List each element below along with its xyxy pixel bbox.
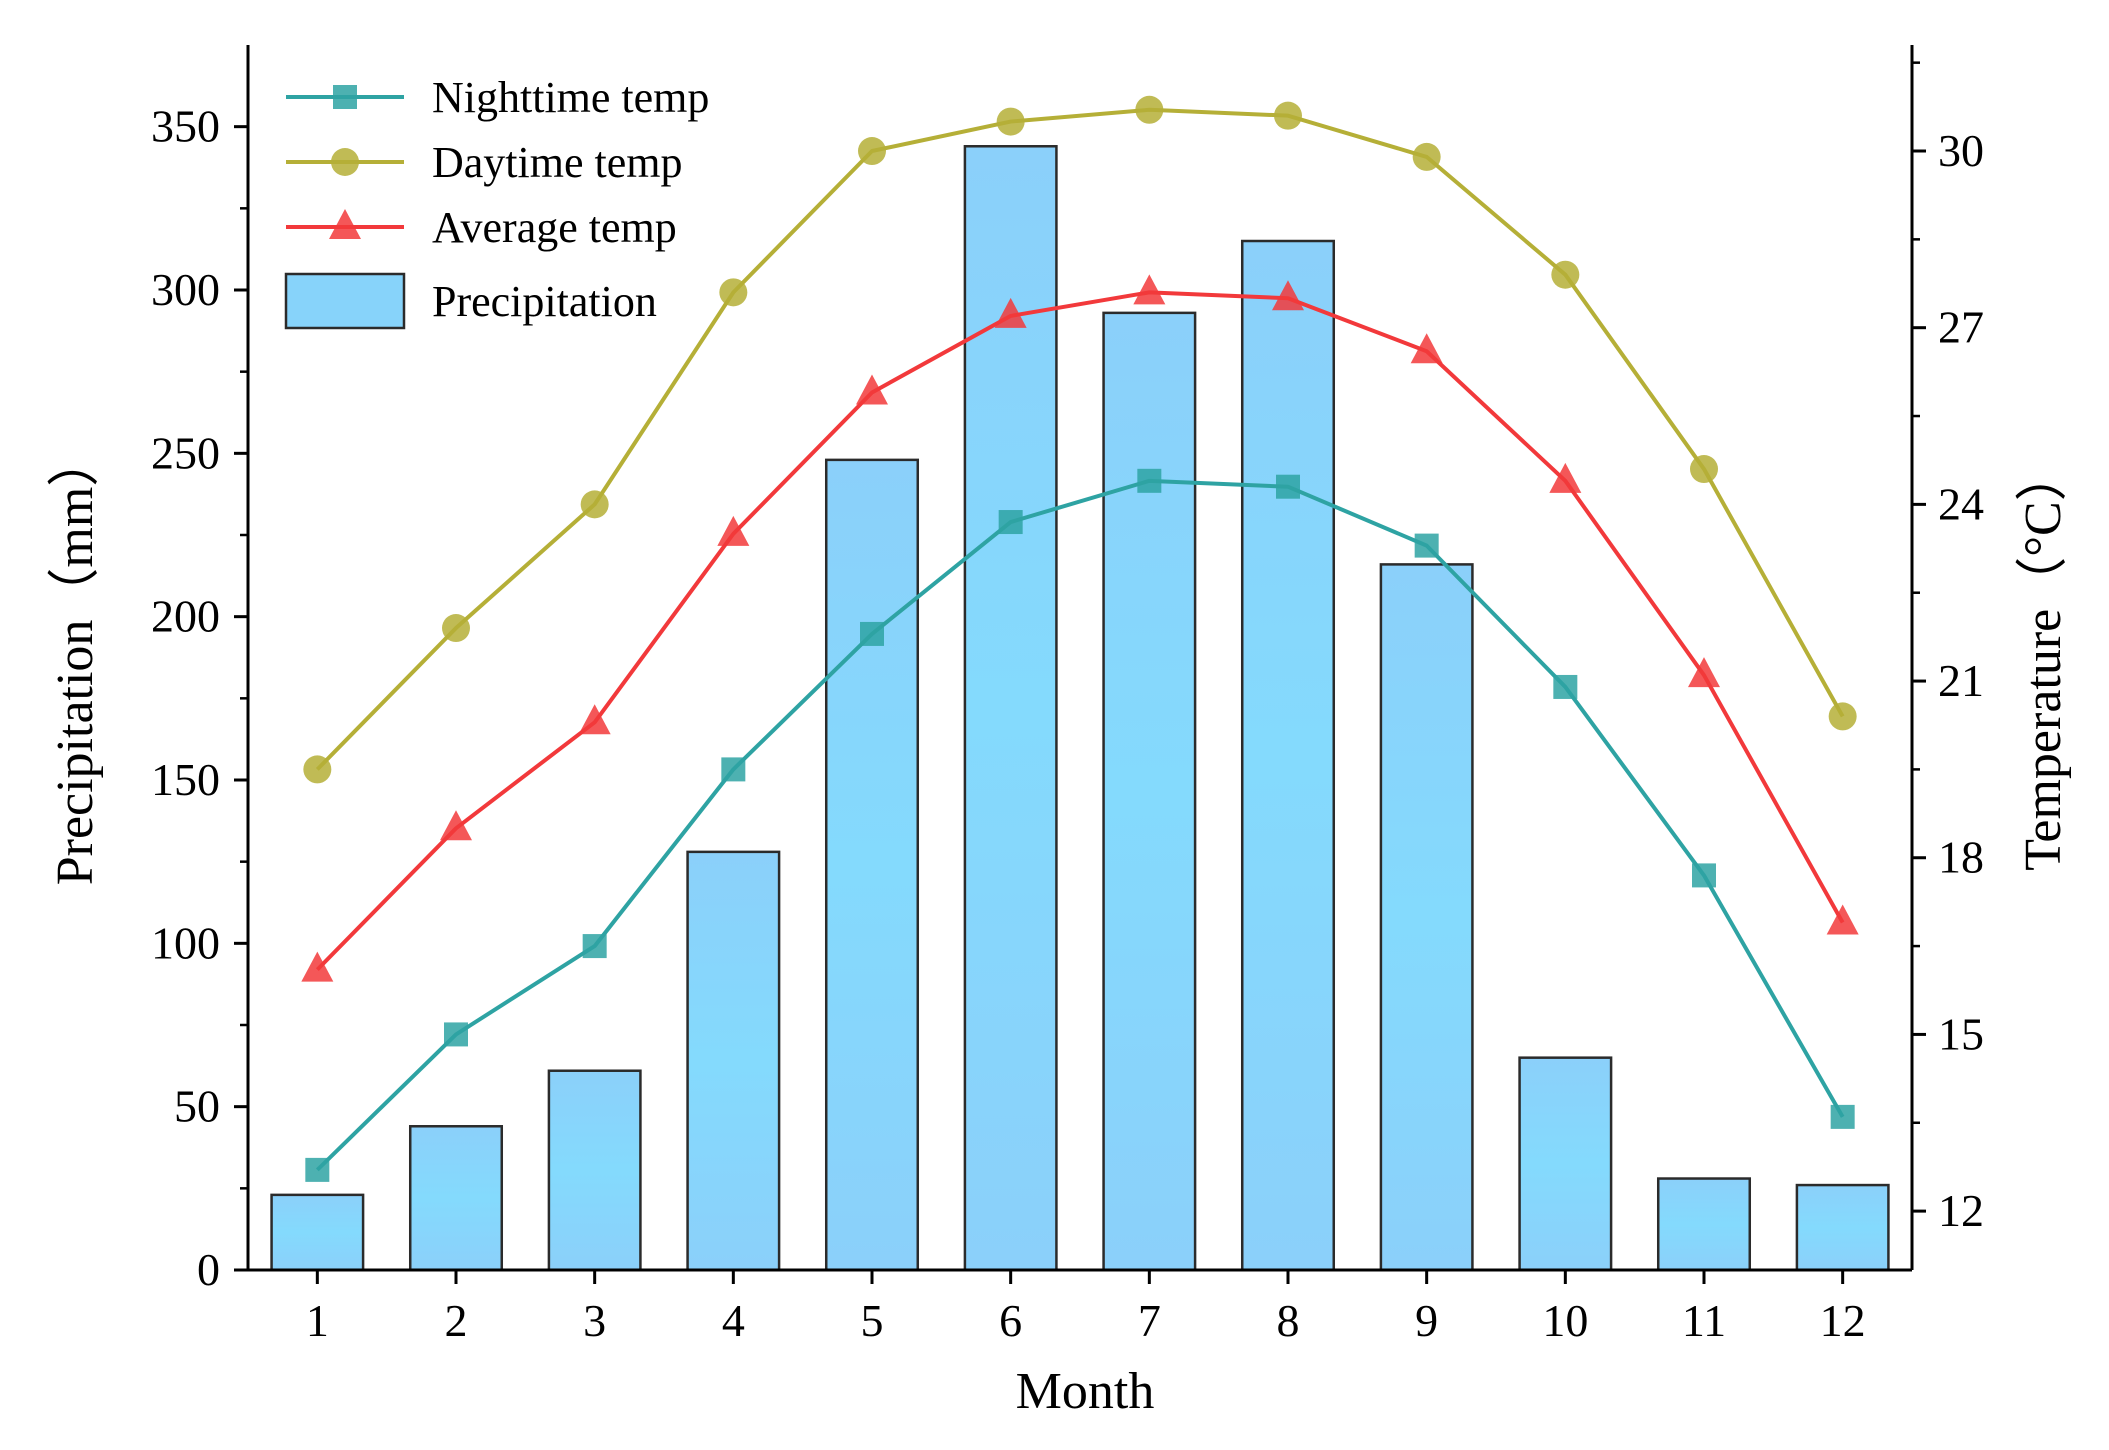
average-temp-point-6 bbox=[994, 297, 1027, 328]
x-axis-title: Month bbox=[1016, 1363, 1155, 1420]
precipitation-bar-10 bbox=[1518, 1056, 1613, 1272]
right-tick-label-18: 18 bbox=[1938, 832, 1984, 883]
nighttime-temp-point-4 bbox=[721, 757, 746, 782]
x-tick-label-11: 11 bbox=[1682, 1295, 1726, 1346]
daytime-temp-point-12 bbox=[1828, 702, 1857, 731]
precipitation-bar-7 bbox=[1102, 311, 1197, 1272]
average-temp-point-10 bbox=[1549, 462, 1582, 493]
right-y-axis-title: Temperature（°C） bbox=[2015, 449, 2072, 870]
nighttime-temp-point-10 bbox=[1553, 674, 1578, 699]
left-tick-label-150: 150 bbox=[151, 754, 220, 805]
left-tick-label-50: 50 bbox=[174, 1081, 220, 1132]
left-tick-label-200: 200 bbox=[151, 591, 220, 642]
precipitation-bar-8 bbox=[1240, 239, 1336, 1272]
x-tick-label-5: 5 bbox=[861, 1295, 884, 1346]
left-tick-label-350: 350 bbox=[151, 101, 220, 152]
daytime-temp-point-10 bbox=[1551, 260, 1580, 289]
nighttime-temp-point-9 bbox=[1414, 533, 1439, 558]
nighttime-temp-line bbox=[315, 478, 1845, 1172]
legend-precipitation-label: Precipitation bbox=[432, 277, 657, 326]
temperature-lines bbox=[301, 95, 1859, 1182]
x-tick-label-7: 7 bbox=[1138, 1295, 1161, 1346]
precipitation-bar-3 bbox=[547, 1069, 642, 1272]
average-temp-line bbox=[315, 290, 1845, 972]
nighttime-temp-point-7 bbox=[1137, 468, 1162, 493]
precipitation-bar-4 bbox=[686, 850, 781, 1272]
x-tick-label-2: 2 bbox=[445, 1295, 468, 1346]
nighttime-temp-point-12 bbox=[1830, 1104, 1855, 1129]
average-temp-point-9 bbox=[1410, 333, 1443, 364]
precipitation-bar-9 bbox=[1379, 563, 1474, 1272]
x-tick-label-3: 3 bbox=[583, 1295, 606, 1346]
nighttime-temp-point-11 bbox=[1692, 863, 1716, 888]
nighttime-temp-point-5 bbox=[860, 621, 884, 646]
x-tick-label-6: 6 bbox=[999, 1295, 1022, 1346]
precipitation-bar-12 bbox=[1795, 1183, 1890, 1272]
legend-average-temp-label: Average temp bbox=[432, 203, 677, 252]
daytime-temp-line bbox=[315, 107, 1845, 771]
daytime-temp-point-11 bbox=[1690, 455, 1718, 484]
left-tick-label-300: 300 bbox=[151, 264, 220, 315]
daytime-temp-point-1 bbox=[303, 755, 332, 784]
legend-average-temp-marker bbox=[329, 209, 361, 239]
right-tick-label-12: 12 bbox=[1938, 1185, 1984, 1236]
average-temp-point-2 bbox=[440, 810, 472, 841]
precipitation-bar-11 bbox=[1656, 1177, 1752, 1272]
x-tick-label-9: 9 bbox=[1415, 1295, 1438, 1346]
average-temp-point-11 bbox=[1688, 657, 1720, 688]
x-tick-label-8: 8 bbox=[1277, 1295, 1300, 1346]
legend: Nighttime temp Daytime temp Average temp Pr… bbox=[284, 73, 709, 330]
x-tick-label-4: 4 bbox=[722, 1295, 745, 1346]
average-temp-point-8 bbox=[1272, 280, 1304, 311]
legend-daytime-temp-label: Daytime temp bbox=[432, 138, 683, 187]
average-temp-point-3 bbox=[578, 704, 611, 735]
right-tick-label-30: 30 bbox=[1938, 125, 1984, 176]
average-temp-point-1 bbox=[301, 951, 334, 982]
left-y-axis-title: Precipitation（mm） bbox=[47, 435, 104, 886]
nighttime-temp-point-1 bbox=[305, 1157, 330, 1182]
nighttime-temp-point-3 bbox=[582, 934, 607, 959]
right-tick-label-24: 24 bbox=[1938, 478, 1984, 529]
average-temp-point-5 bbox=[856, 374, 888, 405]
average-temp-point-12 bbox=[1826, 904, 1859, 935]
precipitation-bar-2 bbox=[408, 1125, 504, 1272]
precipitation-bar-5 bbox=[824, 458, 920, 1272]
daytime-temp-point-6 bbox=[996, 107, 1025, 136]
legend-daytime-temp-marker bbox=[331, 148, 359, 176]
legend-nighttime-temp-label: Nighttime temp bbox=[432, 73, 709, 122]
legend-precipitation-swatch bbox=[284, 272, 406, 330]
daytime-temp-point-4 bbox=[719, 278, 748, 307]
daytime-temp-point-5 bbox=[858, 137, 886, 166]
daytime-temp-point-9 bbox=[1412, 142, 1441, 171]
nighttime-temp-point-6 bbox=[998, 510, 1023, 535]
right-tick-label-15: 15 bbox=[1938, 1008, 1984, 1059]
daytime-temp-point-2 bbox=[442, 614, 470, 643]
legend-nighttime-temp-marker bbox=[333, 85, 357, 109]
nighttime-temp-point-8 bbox=[1276, 474, 1300, 499]
left-tick-label-250: 250 bbox=[151, 427, 220, 478]
left-tick-label-0: 0 bbox=[197, 1244, 220, 1295]
precipitation-bar-1 bbox=[270, 1193, 365, 1272]
right-tick-label-27: 27 bbox=[1938, 302, 1984, 353]
left-tick-label-100: 100 bbox=[151, 917, 220, 968]
daytime-temp-point-8 bbox=[1274, 101, 1302, 130]
x-tick-label-1: 1 bbox=[306, 1295, 329, 1346]
nighttime-temp-point-2 bbox=[444, 1022, 468, 1047]
average-temp-point-7 bbox=[1133, 274, 1166, 305]
daytime-temp-point-3 bbox=[580, 490, 609, 519]
x-tick-label-10: 10 bbox=[1542, 1295, 1588, 1346]
average-temp-point-4 bbox=[717, 515, 750, 546]
right-tick-label-21: 21 bbox=[1938, 655, 1984, 706]
x-tick-label-12: 12 bbox=[1820, 1295, 1866, 1346]
daytime-temp-point-7 bbox=[1135, 95, 1164, 124]
